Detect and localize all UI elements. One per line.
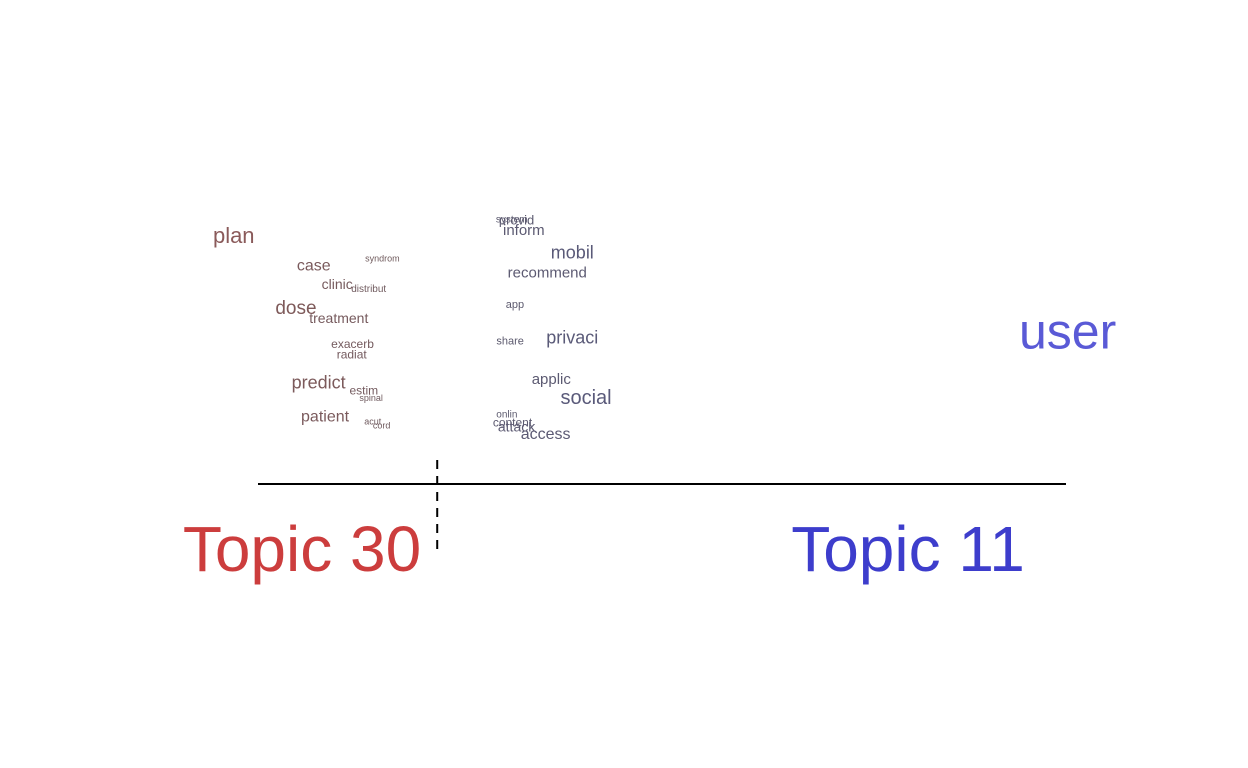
topic-label-right: Topic 11 xyxy=(791,513,1025,585)
word-syndrom: syndrom xyxy=(365,254,400,264)
word-system: system xyxy=(496,215,528,226)
word-radiat: radiat xyxy=(337,347,368,361)
topic-label-left: Topic 30 xyxy=(183,513,421,585)
word-privaci: privaci xyxy=(546,328,598,348)
word-content: content xyxy=(493,416,533,430)
word-access: access xyxy=(521,426,571,443)
word-predict: predict xyxy=(292,372,346,392)
word-treatment: treatment xyxy=(309,310,368,326)
word-estim: estim xyxy=(350,384,379,398)
word-acut: acut xyxy=(364,416,382,426)
word-user: user xyxy=(1019,304,1116,360)
word-dose: dose xyxy=(275,298,316,319)
word-app: app xyxy=(506,299,524,311)
word-recommend: recommend xyxy=(508,265,587,282)
word-clinic: clinic xyxy=(322,276,353,292)
word-exacerb: exacerb xyxy=(331,337,374,351)
word-patient: patient xyxy=(301,409,350,426)
word-plan: plan xyxy=(213,223,255,248)
word-applic: applic xyxy=(532,371,572,388)
word-social: social xyxy=(560,387,611,409)
word-cord: cord xyxy=(373,421,391,431)
word-attack: attack xyxy=(498,419,536,435)
word-inform: inform xyxy=(503,222,545,239)
word-provid: provid xyxy=(499,213,534,228)
word-mobil: mobil xyxy=(551,242,594,262)
word-case: case xyxy=(297,258,331,275)
word-spinal: spinal xyxy=(359,393,383,403)
word-onlin: onlin xyxy=(496,409,517,420)
word-distribut: distribut xyxy=(351,284,386,295)
word-share: share xyxy=(496,335,524,347)
